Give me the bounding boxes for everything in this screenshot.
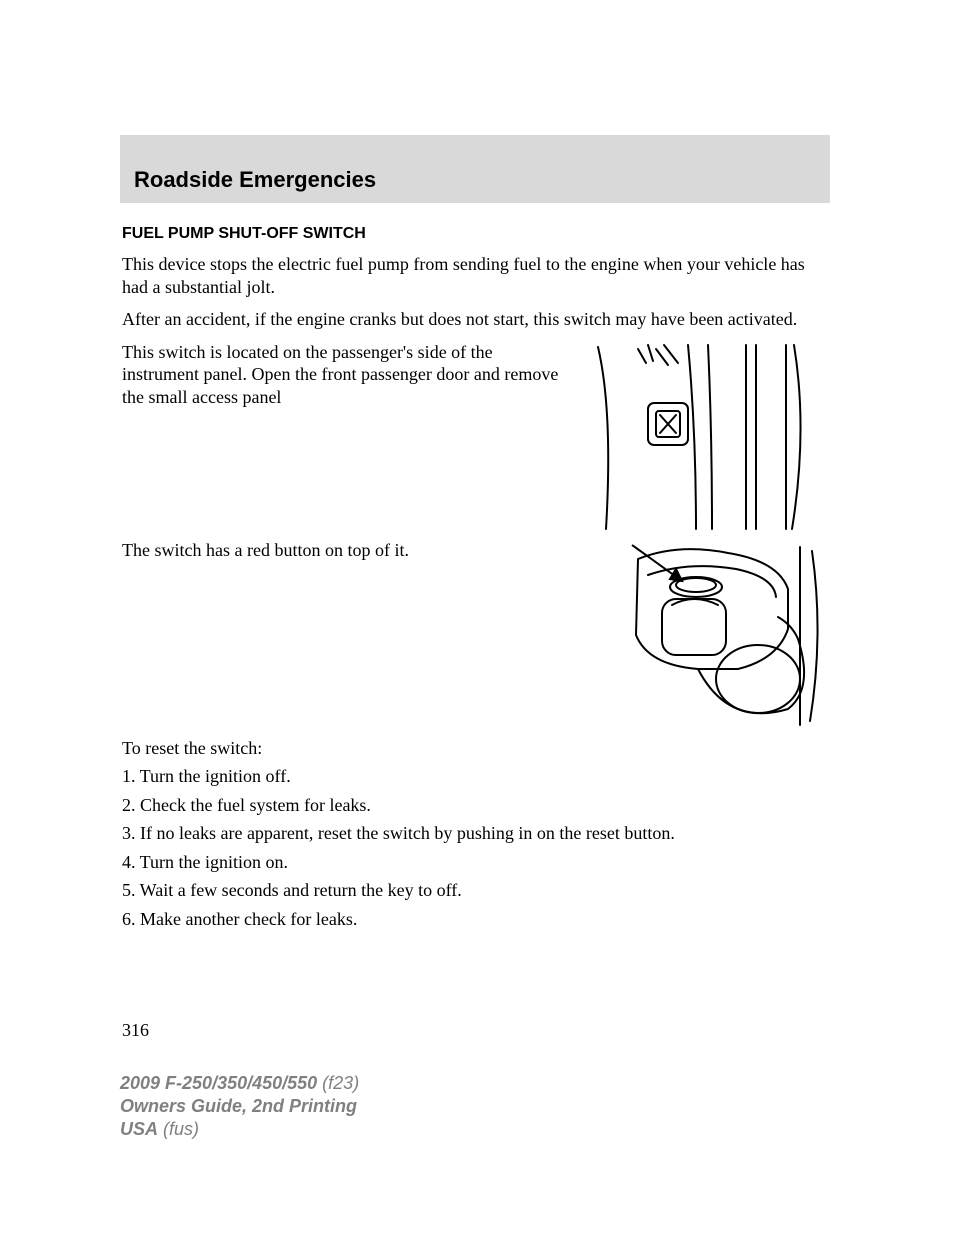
footer-region: USA	[120, 1119, 158, 1139]
step-1: 1. Turn the ignition off.	[122, 765, 828, 788]
section-header-bar: Roadside Emergencies	[120, 135, 830, 203]
footer-guide: Owners Guide, 2nd Printing	[120, 1096, 357, 1116]
reset-intro: To reset the switch:	[122, 737, 828, 760]
footer: 2009 F-250/350/450/550 (f23) Owners Guid…	[120, 1072, 359, 1141]
switch-row: The switch has a red button on top of it…	[122, 539, 828, 729]
red-button-paragraph: The switch has a red button on top of it…	[122, 539, 560, 562]
body-content: FUEL PUMP SHUT-OFF SWITCH This device st…	[120, 203, 830, 1041]
footer-code-2: (fus)	[158, 1119, 199, 1139]
page-number: 316	[122, 1020, 828, 1041]
footer-line-2: Owners Guide, 2nd Printing	[120, 1095, 359, 1118]
footer-code-1: (f23)	[317, 1073, 359, 1093]
location-paragraph: This switch is located on the passenger'…	[122, 341, 560, 409]
section-header-title: Roadside Emergencies	[134, 167, 376, 193]
switch-illustration	[578, 539, 828, 729]
page-content: Roadside Emergencies FUEL PUMP SHUT-OFF …	[120, 135, 830, 1041]
reset-steps: To reset the switch: 1. Turn the ignitio…	[122, 737, 828, 931]
intro-paragraph-1: This device stops the electric fuel pump…	[122, 253, 828, 298]
step-3: 3. If no leaks are apparent, reset the s…	[122, 822, 828, 845]
step-4: 4. Turn the ignition on.	[122, 851, 828, 874]
footer-model: 2009 F-250/350/450/550	[120, 1073, 317, 1093]
intro-paragraph-2: After an accident, if the engine cranks …	[122, 308, 828, 331]
footer-line-3: USA (fus)	[120, 1118, 359, 1141]
subsection-heading: FUEL PUMP SHUT-OFF SWITCH	[122, 225, 828, 243]
step-5: 5. Wait a few seconds and return the key…	[122, 879, 828, 902]
location-row: This switch is located on the passenger'…	[122, 341, 828, 531]
footer-line-1: 2009 F-250/350/450/550 (f23)	[120, 1072, 359, 1095]
step-2: 2. Check the fuel system for leaks.	[122, 794, 828, 817]
panel-illustration	[578, 341, 828, 531]
step-6: 6. Make another check for leaks.	[122, 908, 828, 931]
